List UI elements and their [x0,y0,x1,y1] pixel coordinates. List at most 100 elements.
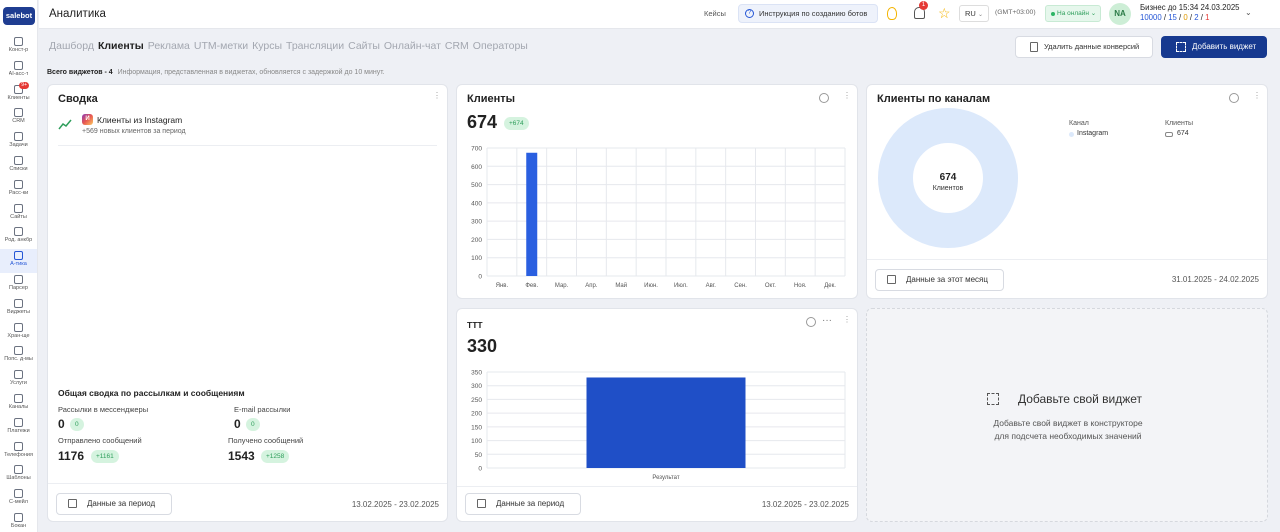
instagram-clients-title: Клиенты из Instagram [97,115,183,125]
tab-item[interactable]: Сайты [348,40,380,52]
bar[interactable] [586,377,746,468]
period-button[interactable]: Данные за этот месяц [875,269,1004,291]
x-tick-label: Дек. [824,283,836,289]
add-widget-card[interactable]: Добавьте свой виджет Добавьте свой видже… [866,308,1268,522]
sidebar-item-label: Род. анкбр [4,237,33,244]
tab-item[interactable]: Реклама [147,40,190,52]
tab-item[interactable]: Дашборд [49,40,94,52]
x-tick-label: Мар. [555,283,569,289]
period-button[interactable]: Данные за период [56,493,172,515]
sidebar-item[interactable]: AI-асс-т [0,59,37,83]
delete-conversions-button[interactable]: Удалить данные конверсий [1015,36,1153,58]
more-icon[interactable]: ··· [822,315,832,326]
sidebar-item[interactable]: Клиенты 9+ [0,81,37,107]
language-select[interactable]: RU ⌄ [959,5,989,22]
sidebar-item[interactable]: Бокан [0,511,37,532]
sidebar-item[interactable]: Попс. д-мы [0,344,37,368]
drag-handle-icon[interactable]: ⋮ [843,91,851,100]
drag-handle-icon[interactable]: ⋮ [433,91,441,100]
sidebar-item[interactable]: Телефония [0,440,37,464]
sidebar-item[interactable]: Каналы [0,392,37,416]
divider [48,483,447,484]
sidebar-item[interactable]: Хран-ще [0,321,37,345]
sidebar-item[interactable]: Сайты [0,202,37,226]
drag-handle-icon[interactable]: ⋮ [843,315,851,324]
sidebar-item[interactable]: Виджеты [0,297,37,321]
drag-handle-icon[interactable]: ⋮ [1253,91,1261,100]
tab-item[interactable]: Курсы [252,40,283,52]
sidebar-item[interactable]: Расс-ки [0,178,37,202]
timezone-label[interactable]: (GMT+03:00) [995,9,1036,16]
bulb-icon[interactable] [887,7,897,20]
instruction-button[interactable]: ? Инструкция по созданию ботов [738,4,878,23]
calendar-icon [68,499,77,508]
chevron-down-icon[interactable]: ⌄ [1245,8,1252,17]
gear-icon[interactable] [806,317,816,327]
salebot-logo[interactable]: salebot [3,7,35,25]
gear-icon[interactable] [819,93,829,103]
sidebar-item-label: Парсер [9,284,28,291]
sidebar-item-label: Сайты [10,213,27,220]
tab-item[interactable]: CRM [444,40,469,52]
add-widget-label: Добавить виджет [1192,42,1257,51]
star-icon[interactable]: ☆ [938,5,951,21]
channel-value: 674 [1177,130,1189,137]
add-widget-button[interactable]: Добавить виджет [1161,36,1267,58]
users-icon [1165,132,1173,137]
sidebar-item[interactable]: Платежи [0,416,37,440]
x-tick-label: Май [615,282,627,289]
avatar[interactable]: NA [1109,3,1131,25]
business-info[interactable]: Бизнес до 15:34 24.03.2025 10000 / 15 / … [1140,3,1240,23]
sidebar-item-label: С-мейл [9,499,28,506]
y-tick-label: 200 [471,411,482,418]
sidebar-item[interactable]: Задачи [0,130,37,154]
received-delta: +1258 [261,450,290,463]
status-value: На онлайн [1057,10,1089,17]
sidebar-item-icon [14,393,23,403]
sidebar-item-icon [14,322,23,332]
clients-bar-chart: 0 100 200 300 400 500 600 700 Янв. Фев. Мар. Апр. Ма… [471,146,846,289]
tab-item[interactable]: Операторы [472,40,528,52]
instruction-label: Инструкция по созданию ботов [759,9,868,18]
tab-item[interactable]: Трансляции [286,40,345,52]
sidebar-item[interactable]: С-мейл [0,487,37,511]
sidebar-item-icon [14,251,23,261]
clients-widget: Клиенты ⋮ 674 +674 0 100 200 300 400 500 600 70… [456,84,858,299]
donut-center-label: Клиентов [932,185,964,192]
gear-icon[interactable] [1229,93,1239,103]
bar[interactable] [526,152,538,276]
sidebar-item[interactable]: А-тика [0,249,37,273]
tab-item[interactable]: Клиенты [97,40,144,52]
sidebar-item[interactable]: Парсер [0,273,37,297]
sidebar-item-icon [14,60,23,70]
period-range: 13.02.2025 - 23.02.2025 [761,500,849,509]
period-button[interactable]: Данные за период [465,493,581,515]
sidebar-item[interactable]: Услуги [0,368,37,392]
delete-conversions-label: Удалить данные конверсий [1044,42,1140,51]
sidebar-item-label: Услуги [10,380,27,387]
sidebar-item[interactable]: Конст-р [0,35,37,59]
x-tick-label: Авг. [706,283,717,289]
cases-link[interactable]: Кейсы [704,9,726,18]
divider [457,486,857,487]
sidebar-item-label: Конст-р [8,47,29,53]
email-value: 0 [234,417,241,431]
widget-title: Сводка [58,93,98,105]
x-tick-label: Фев. [525,283,538,289]
sidebar-item-label: AI-асс-т [8,70,29,77]
question-icon: ? [745,9,754,18]
status-select[interactable]: На онлайн ⌄ [1045,5,1101,22]
donut-slice[interactable] [878,108,1018,248]
tab-item[interactable]: UTM-метки [193,40,249,52]
sidebar-item[interactable]: Списки [0,154,37,178]
tab-item[interactable]: Онлайн-чат [383,40,441,52]
chevron-down-icon: ⌄ [977,12,983,18]
sent-label: Отправлено сообщений [58,436,142,445]
sidebar-item-label: Попс. д-мы [4,356,33,363]
sidebar-item[interactable]: Род. анкбр [0,225,37,249]
sidebar-item[interactable]: CRM [0,106,37,130]
y-tick-label: 700 [471,146,482,153]
sidebar-item[interactable]: Шаблоны [0,463,37,487]
sidebar-item-icon [14,203,23,213]
email-delta: 0 [246,418,260,431]
